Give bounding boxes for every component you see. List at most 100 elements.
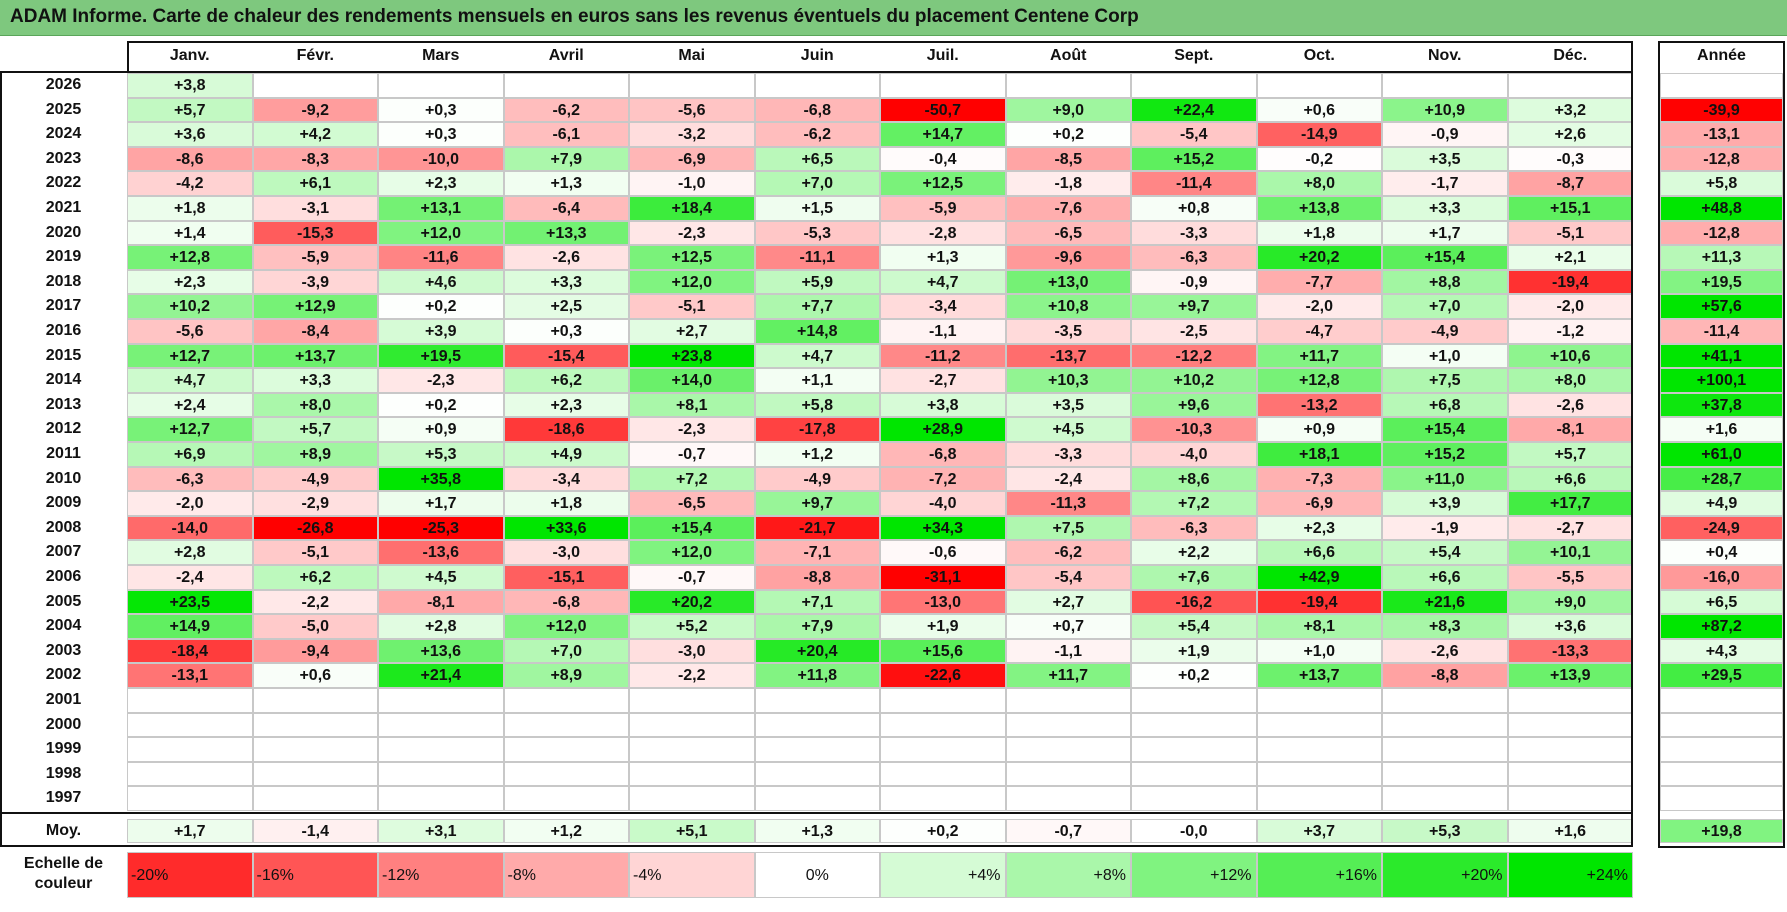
heatmap-cell <box>1382 786 1508 811</box>
heatmap-cell <box>127 761 253 787</box>
year-label: 2014 <box>45 371 82 389</box>
heatmap-cell: +10,8 <box>1005 294 1131 319</box>
heatmap-cell: +8,0 <box>252 392 378 418</box>
heatmap-cell: +22,4 <box>1131 97 1257 123</box>
year-label: 1998 <box>45 764 82 782</box>
heatmap-cell <box>1256 761 1382 787</box>
heatmap-cell: +11,7 <box>1256 343 1382 369</box>
heatmap-cell: -5,5 <box>1507 565 1633 590</box>
heatmap-cell: -4,2 <box>127 171 253 196</box>
heatmap-cell: -2,3 <box>378 368 504 393</box>
heatmap-cell: -7,1 <box>754 540 880 565</box>
heatmap-cell: -31,1 <box>880 565 1006 590</box>
heatmap-cell: +12,0 <box>629 269 755 295</box>
heatmap-cell: +3,6 <box>127 122 253 147</box>
heatmap-cell: +3,8 <box>127 73 253 98</box>
heatmap-cell: -0,6 <box>880 540 1006 565</box>
heatmap-cell: -19,4 <box>1507 269 1633 295</box>
heatmap-cell: -0,7 <box>629 565 755 590</box>
heatmap-cell: +18,4 <box>629 196 755 221</box>
heatmap-cell <box>378 786 504 811</box>
heatmap-cell <box>252 688 378 713</box>
heatmap-cell: -3,1 <box>252 196 378 221</box>
heatmap-cell: -6,9 <box>629 146 755 172</box>
title-bar: ADAM Informe. Carte de chaleur des rende… <box>0 0 1787 36</box>
heatmap-cell: +13,0 <box>1005 269 1131 295</box>
month-header: Mai <box>678 47 706 64</box>
annual-cell <box>1660 73 1783 98</box>
annual-cell: +11,3 <box>1660 245 1783 270</box>
heatmap-cell: -26,8 <box>252 515 378 541</box>
heatmap-cell: -9,2 <box>252 97 378 123</box>
heatmap-cell: +19,5 <box>378 343 504 369</box>
average-cell: +1,2 <box>503 819 629 843</box>
scale-swatch: +4% <box>880 852 1006 898</box>
year-label: 2013 <box>45 395 82 413</box>
heatmap-cell: +2,3 <box>378 171 504 196</box>
heatmap-cell: -6,5 <box>1005 220 1131 246</box>
average-cell: +3,1 <box>378 819 504 843</box>
year-label: 2022 <box>45 174 82 192</box>
heatmap-cell: +4,7 <box>880 269 1006 295</box>
heatmap-cell: +0,8 <box>1131 196 1257 221</box>
heatmap-cell: +12,8 <box>127 245 253 270</box>
month-header: Févr. <box>296 47 334 64</box>
heatmap-cell: -2,4 <box>1005 466 1131 492</box>
heatmap-cell: +1,3 <box>503 171 629 196</box>
heatmap-cell: -7,2 <box>880 466 1006 492</box>
heatmap-cell: -3,0 <box>503 540 629 565</box>
heatmap-cell: +13,3 <box>503 220 629 246</box>
heatmap-cell <box>1507 712 1633 738</box>
heatmap-cell: -1,2 <box>1507 319 1633 344</box>
heatmap-cell: +3,9 <box>1382 491 1508 516</box>
annual-cell <box>1660 712 1783 738</box>
heatmap-cell: -8,5 <box>1005 146 1131 172</box>
average-cell: +5,1 <box>629 819 755 843</box>
year-label: 2025 <box>45 100 82 118</box>
scale-swatch: +20% <box>1382 852 1508 898</box>
heatmap-cell: +3,5 <box>1005 392 1131 418</box>
annual-cell: -11,4 <box>1660 319 1783 344</box>
heatmap-cell <box>1005 786 1131 811</box>
heatmap-cell: -3,3 <box>1131 220 1257 246</box>
heatmap-cell: +8,6 <box>1131 466 1257 492</box>
scale-swatch: -20% <box>127 852 253 898</box>
heatmap-cell: +4,9 <box>503 442 629 467</box>
heatmap-cell <box>1382 73 1508 98</box>
heatmap-cell: -0,9 <box>1382 122 1508 147</box>
heatmap-cell: +6,2 <box>503 368 629 393</box>
annual-cell: +6,5 <box>1660 589 1783 615</box>
heatmap-cell: +0,9 <box>1256 417 1382 442</box>
heatmap-cell: +0,9 <box>378 417 504 442</box>
year-label: 2001 <box>45 691 82 708</box>
annual-cell: +4,9 <box>1660 491 1783 516</box>
heatmap-cell: +2,8 <box>127 540 253 565</box>
heatmap-cell: -6,8 <box>880 442 1006 467</box>
heatmap-cell: -11,3 <box>1005 491 1131 516</box>
heatmap-cell: +7,9 <box>754 614 880 639</box>
heatmap-cell: +6,6 <box>1382 565 1508 590</box>
year-label: 2024 <box>45 125 82 143</box>
heatmap-cell: +3,8 <box>880 392 1006 418</box>
heatmap-cell: -5,1 <box>252 540 378 565</box>
heatmap-cell: +9,0 <box>1507 589 1633 615</box>
heatmap-cell: +7,1 <box>754 589 880 615</box>
heatmap-cell: +0,2 <box>378 392 504 418</box>
heatmap-cell: +0,2 <box>1005 122 1131 147</box>
heatmap-cell <box>378 761 504 787</box>
heatmap-cell <box>754 761 880 787</box>
heatmap-cell <box>1005 73 1131 98</box>
heatmap-cell: +7,5 <box>1382 368 1508 393</box>
heatmap-cell: -13,7 <box>1005 343 1131 369</box>
heatmap-cell: -7,3 <box>1256 466 1382 492</box>
average-cell: +1,3 <box>754 819 880 843</box>
heatmap-cell: +2,8 <box>378 614 504 639</box>
heatmap-cell: +6,8 <box>1382 392 1508 418</box>
heatmap-cell: -3,4 <box>880 294 1006 319</box>
heatmap-cell: -13,3 <box>1507 638 1633 664</box>
average-row-label: Moy. <box>45 822 82 839</box>
heatmap-cell <box>1005 712 1131 738</box>
heatmap-cell: +7,0 <box>754 171 880 196</box>
heatmap-cell: -0,9 <box>1131 269 1257 295</box>
heatmap-cell: -3,9 <box>252 269 378 295</box>
